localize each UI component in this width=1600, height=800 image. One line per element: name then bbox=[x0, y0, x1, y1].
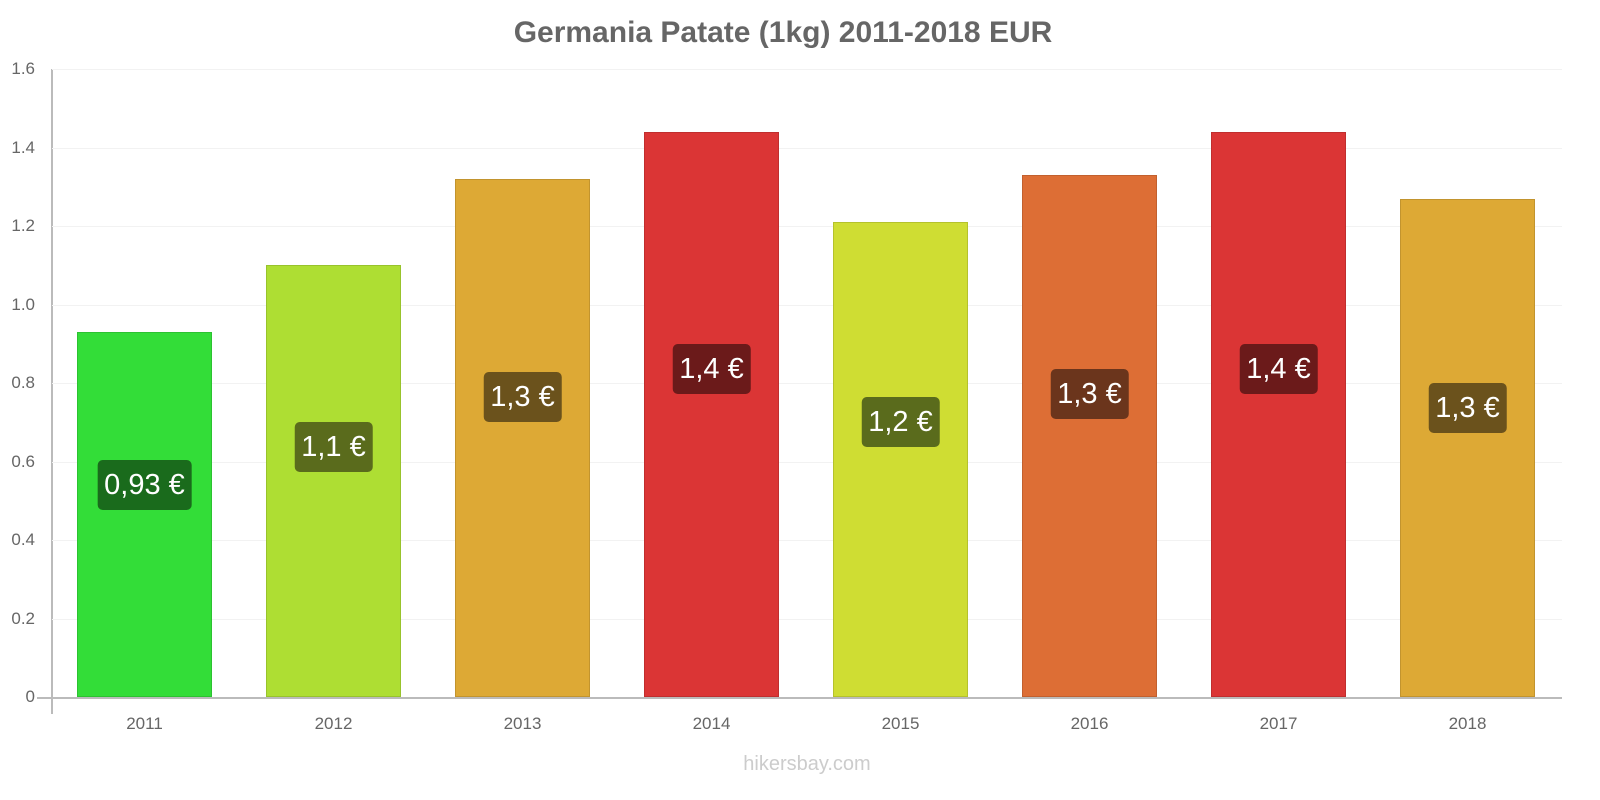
bar-2017[interactable] bbox=[1211, 131, 1346, 697]
x-axis-line bbox=[37, 697, 1562, 699]
y-tick-label: 0.8 bbox=[11, 373, 35, 392]
x-tick-label: 2014 bbox=[692, 714, 731, 733]
data-label: 1,3 € bbox=[1050, 369, 1129, 420]
x-tick-label: 2015 bbox=[881, 714, 920, 733]
x-tick-label: 2013 bbox=[503, 714, 542, 733]
data-label: 1,1 € bbox=[294, 421, 373, 472]
gridline bbox=[52, 69, 1562, 70]
data-label: 1,2 € bbox=[861, 396, 940, 447]
x-tick-label: 2011 bbox=[126, 714, 163, 733]
bar-2014[interactable] bbox=[644, 131, 779, 697]
y-tick-label: 0.2 bbox=[11, 608, 35, 628]
x-tick-label: 2012 bbox=[314, 714, 353, 733]
bar-2011[interactable] bbox=[77, 331, 212, 697]
data-label: 1,4 € bbox=[1239, 344, 1318, 395]
watermark: hikersbay.com bbox=[743, 753, 871, 775]
gridline bbox=[52, 304, 1562, 306]
bar-2016[interactable] bbox=[1022, 174, 1157, 697]
chart-title: Germania Patate (1kg) 2011-2018 EUR bbox=[513, 16, 1053, 49]
y-tick-label: 1.0 bbox=[11, 294, 35, 314]
data-label: 1,4 € bbox=[672, 344, 751, 395]
gridline bbox=[52, 383, 1562, 384]
data-label: 1,3 € bbox=[483, 371, 562, 422]
bar-2012[interactable] bbox=[266, 265, 401, 697]
x-tick-label: 2016 bbox=[1070, 714, 1109, 733]
y-tick-label: 1.2 bbox=[11, 216, 35, 235]
data-label: 1,3 € bbox=[1428, 382, 1507, 433]
y-tick-label: 0.4 bbox=[11, 530, 35, 549]
y-axis-line bbox=[51, 69, 53, 714]
y-tick-label: 1.4 bbox=[11, 137, 35, 157]
bar-2018[interactable] bbox=[1400, 198, 1535, 697]
data-label: 0,93 € bbox=[97, 460, 192, 511]
y-tick-label: 1.6 bbox=[11, 59, 35, 78]
x-tick-label: 2017 bbox=[1259, 714, 1298, 733]
y-tick-label: 0 bbox=[25, 687, 35, 706]
y-tick-label: 0.6 bbox=[11, 451, 35, 471]
gridline bbox=[52, 618, 1562, 620]
bar-2015[interactable] bbox=[833, 222, 968, 697]
gridline bbox=[52, 226, 1562, 227]
x-tick-label: 2018 bbox=[1448, 714, 1487, 733]
gridline bbox=[52, 461, 1562, 463]
gridline bbox=[52, 540, 1562, 541]
gridline bbox=[52, 147, 1562, 149]
bar-2013[interactable] bbox=[455, 178, 590, 697]
